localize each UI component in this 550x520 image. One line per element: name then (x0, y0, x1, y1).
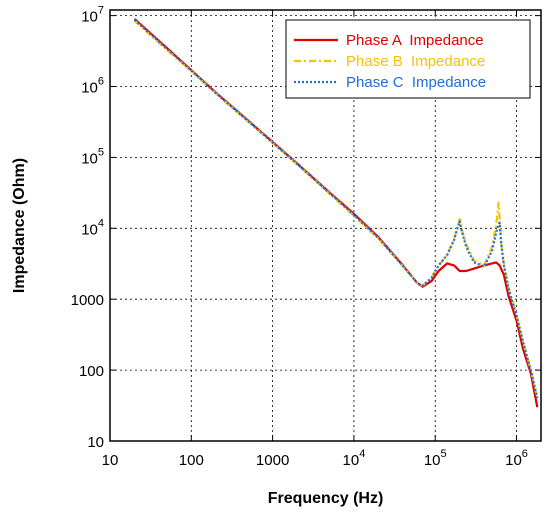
x-tick-label: 10 (102, 452, 119, 469)
x-tick-label: 1000 (256, 452, 289, 469)
legend-label-2: Phase B Impedance (346, 53, 485, 70)
x-tick-label: 105 (424, 448, 447, 469)
legend-label-1: Phase A Impedance (346, 32, 484, 49)
legend-box (285, 19, 531, 99)
x-tick-label-exponent: 4 (359, 448, 365, 460)
y-tick-label-exponent: 6 (98, 76, 104, 88)
plot-frame (109, 9, 542, 442)
y-tick-label-base: 10 (81, 80, 98, 97)
x-axis-title: Frequency (Hz) (268, 490, 384, 507)
y-tick-label-base: 10 (87, 434, 104, 451)
y-tick-label-exponent: 5 (98, 146, 104, 158)
x-tick-label-base: 10 (102, 452, 119, 469)
y-axis-title: Impedance (Ohm) (11, 158, 28, 293)
x-tick-label: 106 (505, 448, 528, 469)
y-tick-label-base: 10 (81, 9, 98, 26)
y-tick-label: 107 (81, 5, 104, 26)
y-tick-label-base: 1000 (71, 292, 104, 309)
y-tick-label: 1000 (71, 292, 104, 309)
y-tick-label-base: 100 (79, 363, 104, 380)
y-tick-label: 106 (81, 76, 104, 97)
x-tick-label-exponent: 6 (522, 448, 528, 460)
x-tick-label-base: 100 (179, 452, 204, 469)
y-tick-label-exponent: 4 (98, 217, 104, 229)
legend-label-3: Phase C Impedance (346, 74, 486, 91)
x-tick-labels: 10 100 1000 104 105 106 (102, 448, 528, 469)
y-tick-label: 105 (81, 146, 104, 167)
x-tick-label-base: 10 (505, 452, 522, 469)
x-tick-label: 100 (179, 452, 204, 469)
y-tick-label: 100 (79, 363, 104, 380)
series-line-1 (133, 18, 539, 408)
x-tick-label-base: 1000 (256, 452, 289, 469)
x-tick-label-base: 10 (343, 452, 360, 469)
series-lines (133, 18, 539, 408)
y-tick-label-base: 10 (81, 150, 98, 167)
y-tick-label: 10 (87, 434, 104, 451)
legend: Phase A Impedance Phase B Impedance Phase … (285, 19, 531, 99)
x-tick-label: 104 (343, 448, 366, 469)
y-tick-label: 104 (81, 217, 104, 238)
y-tick-label-base: 10 (81, 221, 98, 238)
x-tick-label-exponent: 5 (441, 448, 447, 460)
legend-items: Phase A Impedance Phase B Impedance Phase … (294, 32, 486, 91)
series-line-3 (133, 19, 539, 399)
x-tick-label-base: 10 (424, 452, 441, 469)
y-tick-label-exponent: 7 (98, 5, 104, 17)
